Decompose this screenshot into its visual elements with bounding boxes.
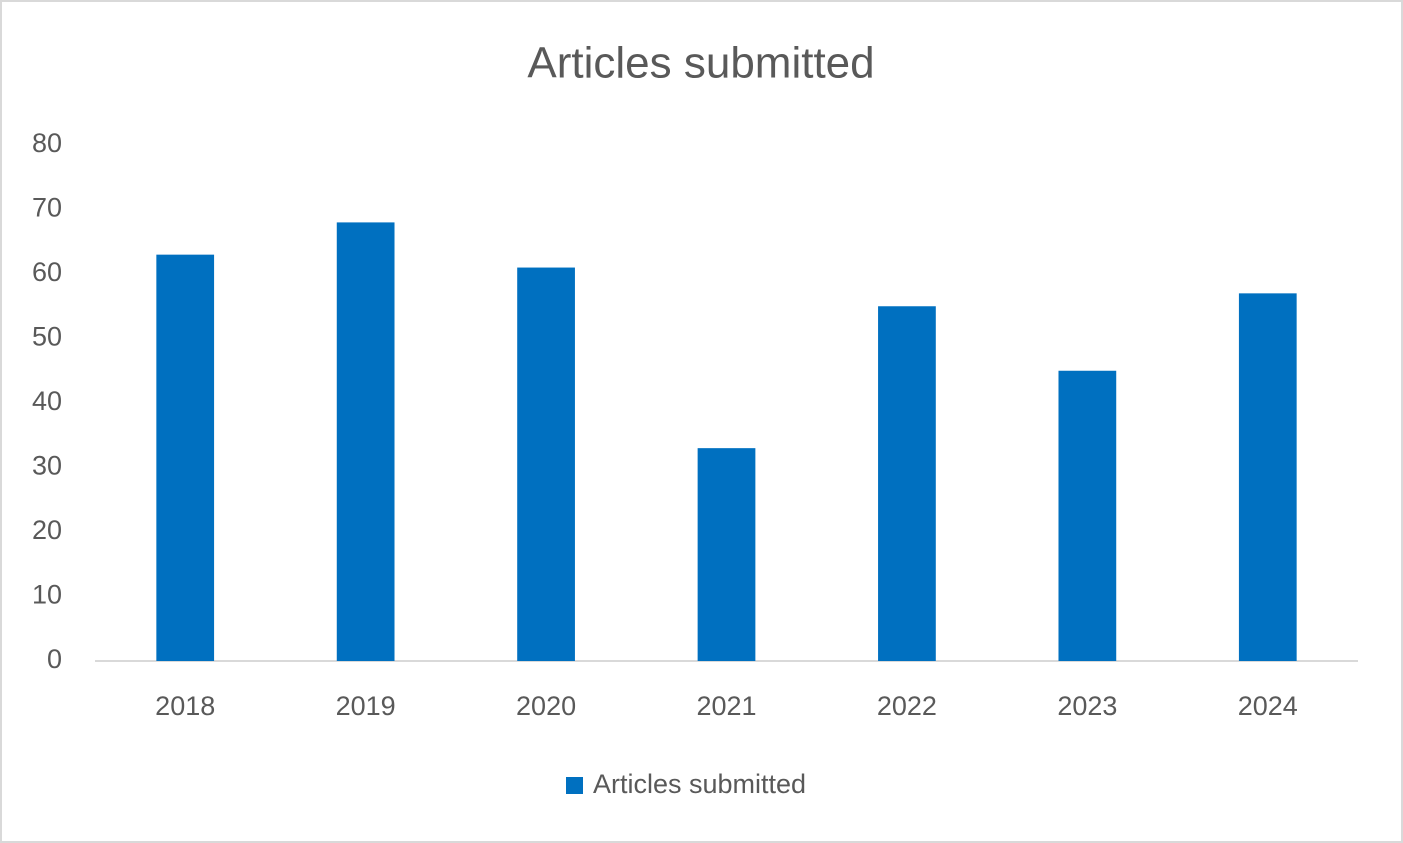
y-tick-label: 80 xyxy=(32,128,62,158)
bar xyxy=(878,306,936,661)
x-tick-label: 2024 xyxy=(1238,691,1298,721)
y-tick-label: 0 xyxy=(47,644,62,674)
bar xyxy=(156,254,215,661)
legend-swatch xyxy=(566,777,583,794)
y-tick-label: 50 xyxy=(32,322,62,352)
x-tick-label: 2020 xyxy=(516,691,576,721)
x-tick-label: 2021 xyxy=(696,691,756,721)
x-tick-label: 2018 xyxy=(155,691,215,721)
y-tick-label: 10 xyxy=(32,580,62,610)
bar xyxy=(517,267,575,661)
x-tick-label: 2022 xyxy=(877,691,937,721)
bar xyxy=(336,222,395,661)
y-tick-label: 40 xyxy=(32,386,62,416)
bar xyxy=(697,448,756,661)
legend-label: Articles submitted xyxy=(593,769,806,799)
y-tick-label: 30 xyxy=(32,451,62,481)
y-tick-label: 60 xyxy=(32,257,62,287)
chart-title: Articles submitted xyxy=(527,39,874,88)
bar xyxy=(1058,370,1117,661)
y-tick-label: 70 xyxy=(32,193,62,223)
x-tick-label: 2019 xyxy=(336,691,396,721)
bar xyxy=(1238,293,1297,661)
x-tick-label: 2023 xyxy=(1057,691,1117,721)
y-tick-label: 20 xyxy=(32,515,62,545)
